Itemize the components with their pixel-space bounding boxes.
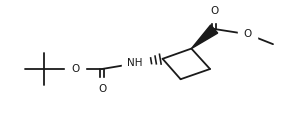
Text: O: O (210, 6, 218, 16)
Text: NH: NH (127, 59, 143, 68)
Polygon shape (191, 25, 218, 49)
Text: O: O (71, 64, 79, 74)
Text: O: O (244, 29, 252, 39)
Text: O: O (98, 84, 106, 94)
